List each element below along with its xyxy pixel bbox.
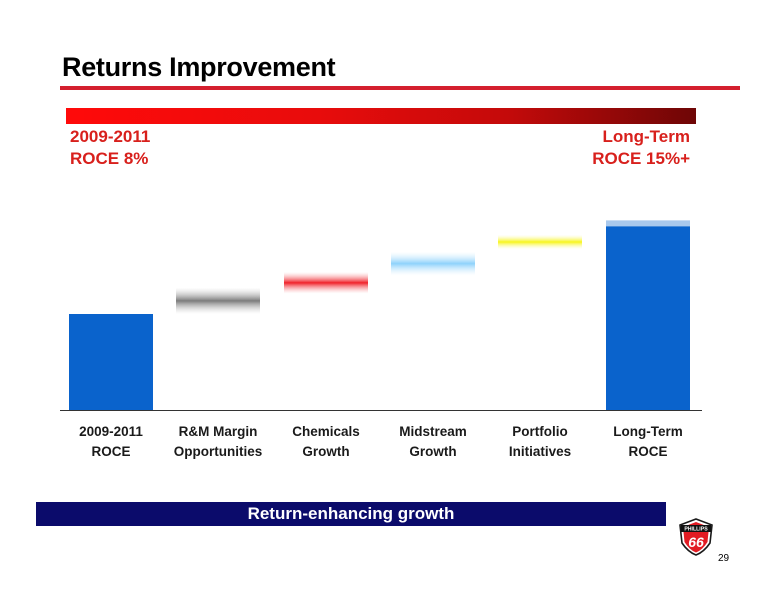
category-label-line: Portfolio — [512, 424, 568, 439]
bar-5-top-glow — [606, 220, 690, 229]
banner-text: Return-enhancing growth — [247, 504, 455, 523]
category-label-line: ROCE — [628, 444, 668, 459]
category-label: Chemicals Growth — [271, 422, 381, 462]
start-roce-label-line2: ROCE 8% — [70, 149, 149, 168]
bar-3 — [391, 251, 475, 276]
target-roce-label-line2: ROCE 15%+ — [592, 149, 690, 168]
category-label-line: Midstream — [399, 424, 467, 439]
page-title: Returns Improvement — [62, 52, 336, 82]
category-label-line: Initiatives — [508, 444, 572, 459]
category-label-line: 2009-2011 — [79, 424, 143, 439]
category-label-line: Growth — [409, 444, 457, 459]
category-label-line: ROCE — [91, 444, 131, 459]
bar-5 — [606, 226, 690, 410]
start-roce-label: 2009-2011 ROCE 8% — [70, 126, 150, 170]
phillips66-shield-icon: PHILLIPS 66 — [679, 518, 713, 556]
logo-wordmark: PHILLIPS — [684, 527, 708, 533]
category-label-line: Chemicals — [292, 424, 360, 439]
category-label: 2009-2011 ROCE — [56, 422, 166, 462]
bar-2 — [284, 272, 368, 294]
category-label: Long-Term ROCE — [593, 422, 703, 462]
bar-4 — [498, 234, 582, 250]
banner: Return-enhancing growth — [36, 502, 666, 526]
category-label-line: Growth — [302, 444, 350, 459]
category-label: Portfolio Initiatives — [485, 422, 595, 462]
page-number: 29 — [718, 553, 730, 564]
title-underline — [60, 86, 740, 90]
category-label: Midstream Growth — [378, 422, 488, 462]
category-label: R&M Margin Opportunities — [163, 422, 273, 462]
category-label-line: Long-Term — [613, 424, 683, 439]
bar-1 — [176, 287, 260, 314]
target-roce-label: Long-Term ROCE 15%+ — [592, 126, 690, 170]
target-roce-label-line1: Long-Term — [602, 127, 690, 146]
start-roce-label-line1: 2009-2011 — [70, 127, 151, 146]
gradient-header-bar — [66, 108, 696, 124]
category-label-line: Opportunities — [173, 444, 263, 459]
category-label-line: R&M Margin — [178, 424, 258, 439]
bar-0 — [69, 314, 153, 410]
logo-number: 66 — [688, 534, 704, 550]
